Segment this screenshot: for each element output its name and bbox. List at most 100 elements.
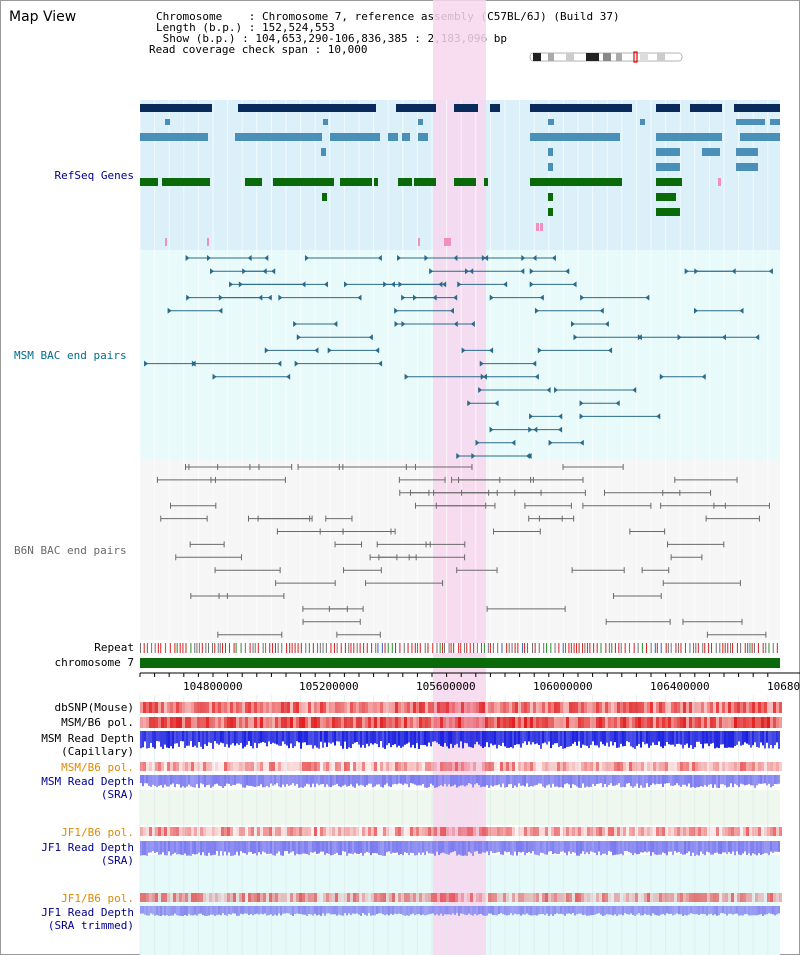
dbsnp-density-cell — [278, 702, 281, 713]
msm-b6-pol2-cell — [719, 762, 722, 771]
dbsnp-density-cell — [653, 702, 656, 713]
jf1-read-depth-sra-bar — [546, 841, 548, 855]
track-label-b6n-bac[interactable]: B6N BAC end pairs — [14, 544, 127, 557]
msm-b6-pol2-cell — [380, 762, 383, 771]
msm-read-depth-sra-bar — [396, 775, 398, 785]
msm-read-depth-sra-bar — [242, 775, 244, 788]
msm-b6-pol-cell — [365, 717, 368, 728]
jf1-read-depth-trimmed-bar — [622, 906, 624, 916]
msm-b6-pol-cell — [614, 717, 617, 728]
msm-b6-pol2-cell — [155, 762, 158, 771]
jf1-read-depth-sra-bar — [206, 841, 208, 856]
dbsnp-density-cell — [359, 702, 362, 713]
jf1-read-depth-sra-bar — [768, 841, 770, 856]
msm-b6-pol-cell — [164, 717, 167, 728]
msm-b6-pol2-cell — [650, 762, 653, 771]
msm-read-depth-sra-bar — [764, 775, 766, 784]
jf1-b6-pol-cell — [227, 827, 230, 836]
jf1-read-depth-sra-bar — [374, 841, 376, 854]
refseq-gene — [388, 133, 398, 141]
jf1-read-depth-sra-bar — [248, 841, 250, 853]
jf1-read-depth-sra-bar — [328, 841, 330, 854]
jf1-b6-pol-cell — [632, 827, 635, 836]
msm-read-depth-sra-bar — [390, 775, 392, 788]
jf1-read-depth-sra-bar — [740, 841, 742, 856]
jf1-b6-pol2-cell — [419, 893, 422, 902]
msm-read-depth-capillary-bar — [638, 731, 640, 745]
msm-read-depth-sra-bar — [530, 775, 532, 786]
msm-read-depth-sra-bar — [568, 775, 570, 785]
jf1-read-depth-sra-bar — [474, 841, 476, 852]
jf1-read-depth-sra-bar — [628, 841, 630, 852]
msm-read-depth-capillary-bar — [706, 731, 708, 744]
jf1-read-depth-sra-bar — [468, 841, 470, 852]
jf1-read-depth-sra-bar — [166, 841, 168, 856]
jf1-read-depth-sra-bar — [578, 841, 580, 856]
msm-b6-pol2-cell — [419, 762, 422, 771]
jf1-b6-pol2-cell — [506, 893, 509, 902]
repeat-element — [419, 643, 421, 653]
msm-bac-end — [579, 413, 584, 420]
jf1-read-depth-trimmed-bar — [336, 906, 338, 916]
msm-read-depth-sra-bar — [376, 775, 378, 785]
msm-b6-pol-cell — [311, 717, 314, 728]
jf1-read-depth-trimmed-bar — [392, 906, 394, 915]
msm-read-depth-sra-bar — [354, 775, 356, 788]
jf1-read-depth-sra-bar — [620, 841, 622, 854]
jf1-read-depth-trimmed-bar — [498, 906, 500, 915]
msm-read-depth-sra-bar — [632, 775, 634, 788]
msm-read-depth-capillary-bar — [552, 731, 554, 745]
jf1-read-depth-trimmed-bar — [504, 906, 506, 915]
jf1-b6-pol-cell — [248, 827, 251, 836]
msm-b6-pol2-cell — [353, 762, 356, 771]
msm-b6-pol2-cell — [479, 762, 482, 771]
jf1-b6-pol-cell — [437, 827, 440, 836]
jf1-b6-pol-cell — [365, 827, 368, 836]
jf1-read-depth-sra-bar — [230, 841, 232, 856]
msm-bac-end — [301, 281, 306, 288]
dbsnp-density-cell — [449, 702, 452, 713]
track-label-msm-bac[interactable]: MSM BAC end pairs — [14, 349, 127, 362]
msm-bac-end — [294, 360, 299, 367]
jf1-read-depth-trimmed-bar — [492, 906, 494, 915]
jf1-read-depth-sra-bar — [160, 841, 162, 855]
jf1-b6-pol-cell — [491, 827, 494, 836]
msm-read-depth-capillary-bar — [624, 731, 626, 746]
jf1-read-depth-sra-bar — [748, 841, 750, 854]
jf1-b6-pol2-cell — [281, 893, 284, 902]
repeat-element — [641, 643, 643, 653]
jf1-read-depth-sra-bar — [762, 841, 764, 855]
msm-read-depth-sra-bar — [384, 775, 386, 785]
repeat-element — [565, 643, 567, 653]
jf1-b6-pol2-cell — [338, 893, 341, 902]
jf1-b6-pol2-cell — [431, 893, 434, 902]
jf1-b6-pol2-cell — [764, 893, 767, 902]
msm-read-depth-capillary-bar — [568, 731, 570, 747]
msm-bac-end — [449, 307, 454, 314]
msm-read-depth-capillary-bar — [176, 731, 178, 744]
jf1-read-depth-trimmed-bar — [330, 906, 332, 915]
msm-read-depth-capillary-bar — [626, 731, 628, 742]
msm-b6-pol2-cell — [623, 762, 626, 771]
jf1-b6-pol-cell — [257, 827, 260, 836]
msm-bac-end — [327, 347, 332, 354]
jf1-read-depth-trimmed-bar — [390, 906, 392, 914]
dbsnp-density-cell — [197, 702, 200, 713]
dbsnp-density-cell — [731, 702, 734, 713]
msm-read-depth-sra-bar — [304, 775, 306, 787]
msm-read-depth-capillary-bar — [214, 731, 216, 742]
msm-read-depth-sra-bar — [614, 775, 616, 786]
track-label-refseq[interactable]: RefSeq Genes — [54, 169, 134, 182]
repeat-element — [469, 643, 471, 653]
dbsnp-density-cell — [503, 702, 506, 713]
msm-b6-pol2-cell — [263, 762, 266, 771]
jf1-b6-pol2-cell — [434, 893, 437, 902]
jf1-read-depth-sra-bar — [576, 841, 578, 856]
jf1-b6-pol2-cell — [632, 893, 635, 902]
jf1-b6-pol-cell — [695, 827, 698, 836]
msm-read-depth-capillary-bar — [158, 731, 160, 742]
msm-read-depth-sra-bar — [638, 775, 640, 788]
jf1-read-depth-trimmed-bar — [574, 906, 576, 916]
jf1-b6-pol2-cell — [446, 893, 449, 902]
